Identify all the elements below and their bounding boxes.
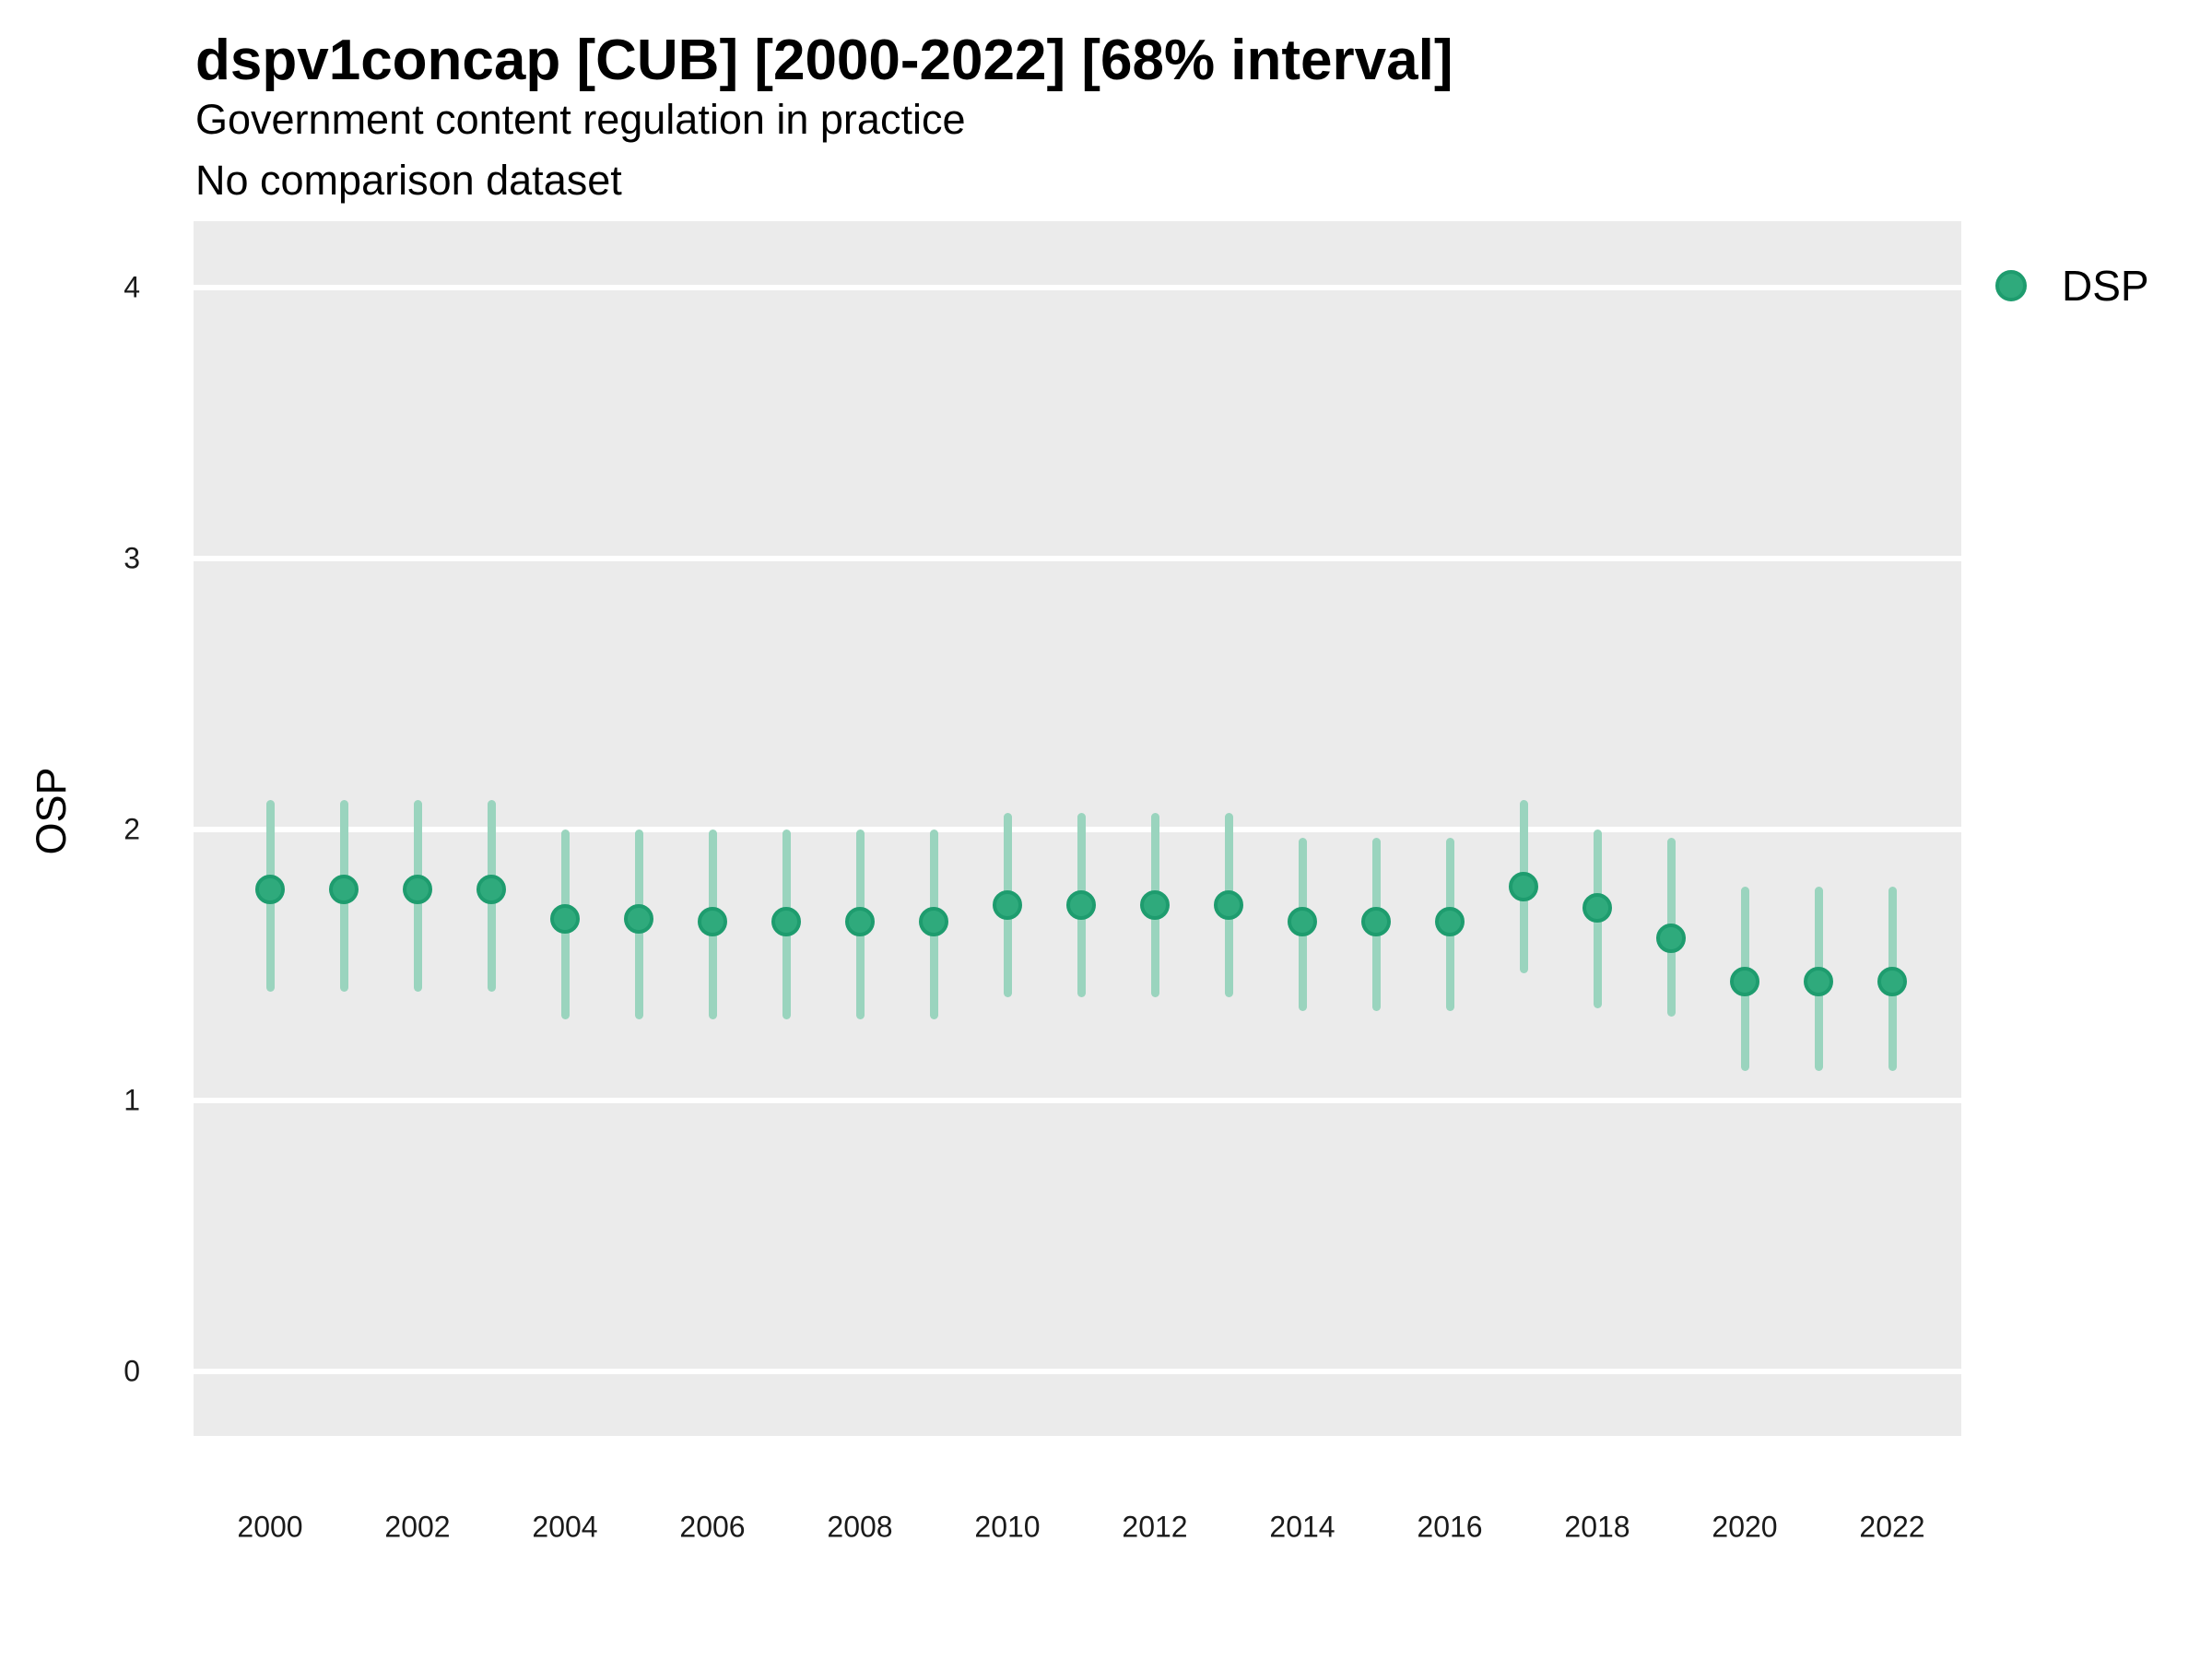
data-point [698, 906, 727, 936]
legend: DSP [1995, 261, 2149, 311]
chart-title: dspv1concap [CUB] [2000-2022] [68% inter… [195, 29, 1453, 92]
y-tick-label: 1 [124, 1083, 140, 1117]
x-tick-label: 2014 [1269, 1510, 1335, 1544]
data-point [1877, 966, 1907, 996]
y-tick-label: 3 [124, 541, 140, 575]
comparison-note: No comparison dataset [195, 157, 622, 204]
x-tick-label: 2012 [1122, 1510, 1188, 1544]
gridline-y-4 [194, 285, 1961, 290]
data-point [1509, 871, 1538, 901]
x-tick-label: 2010 [974, 1510, 1041, 1544]
data-point [919, 906, 948, 936]
x-tick-label: 2000 [237, 1510, 303, 1544]
gridline-y-3 [194, 556, 1961, 561]
data-point [1804, 966, 1833, 996]
data-point [477, 874, 506, 904]
data-point [329, 874, 359, 904]
data-point [1583, 893, 1612, 924]
data-point [1140, 890, 1170, 921]
x-tick-label: 2006 [679, 1510, 746, 1544]
y-tick-label: 2 [124, 812, 140, 846]
x-tick-label: 2004 [532, 1510, 598, 1544]
data-point [1361, 906, 1391, 936]
data-point [1214, 890, 1243, 921]
data-point [624, 904, 653, 935]
data-point [1730, 966, 1759, 996]
data-point [403, 874, 432, 904]
data-point [1288, 906, 1317, 936]
data-point [1435, 906, 1465, 936]
chart-subtitle: Government content regulation in practic… [195, 96, 966, 143]
plot-panel [194, 221, 1961, 1436]
x-tick-label: 2018 [1564, 1510, 1630, 1544]
data-point [1656, 923, 1686, 953]
legend-label: DSP [2062, 262, 2149, 310]
gridline-y-0 [194, 1369, 1961, 1374]
data-point [550, 904, 580, 935]
x-tick-label: 2008 [827, 1510, 893, 1544]
legend-point-icon [1995, 270, 2027, 301]
data-point [993, 890, 1022, 921]
y-tick-label: 4 [124, 270, 140, 304]
x-tick-label: 2022 [1859, 1510, 1925, 1544]
y-tick-label: 0 [124, 1354, 140, 1388]
x-tick-label: 2020 [1712, 1510, 1778, 1544]
gridline-y-1 [194, 1098, 1961, 1103]
data-point [771, 906, 801, 936]
data-point [845, 906, 875, 936]
x-tick-label: 2016 [1417, 1510, 1483, 1544]
data-point [255, 874, 285, 904]
data-point [1066, 890, 1096, 921]
x-tick-label: 2002 [384, 1510, 451, 1544]
